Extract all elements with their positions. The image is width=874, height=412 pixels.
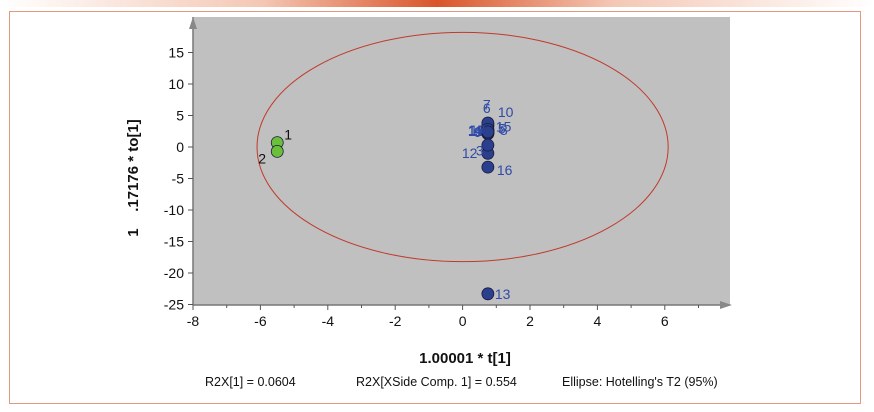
y-axis-title: 1 .17176 * to[1] xyxy=(125,119,142,237)
hotelling-ellipse xyxy=(256,31,669,263)
data-point-label: 4 xyxy=(474,123,482,139)
y-tick-label: 15 xyxy=(168,45,184,61)
y-axis-arrow-icon xyxy=(189,17,197,29)
data-point xyxy=(481,287,495,301)
figure-frame xyxy=(9,11,861,404)
y-tick-label: -20 xyxy=(164,265,184,281)
data-point-label: 7 xyxy=(483,96,491,112)
x-tick-label: 2 xyxy=(526,313,534,329)
x-tick-label: 6 xyxy=(661,313,669,329)
data-point-label: 6 xyxy=(483,100,491,116)
data-point-label: 1 xyxy=(284,127,292,143)
y-tick-label: 0 xyxy=(176,139,184,155)
x-tick-label: -8 xyxy=(187,313,200,329)
y-tick-label: 5 xyxy=(176,108,184,124)
data-point-label: 3 xyxy=(476,142,484,158)
y-tick-label: 10 xyxy=(168,76,184,92)
data-point xyxy=(270,145,284,158)
y-tick-label: -5 xyxy=(172,171,185,187)
data-point-label: 12 xyxy=(462,145,478,161)
x-tick-label: -2 xyxy=(389,313,402,329)
x-tick-label: -4 xyxy=(322,313,335,329)
data-point xyxy=(481,160,495,174)
data-point-label: 14 xyxy=(468,122,484,138)
data-point-label: 5 xyxy=(498,120,506,136)
data-point-label: 17 xyxy=(470,122,486,138)
data-point-label: 16 xyxy=(497,162,513,178)
x-axis-title: 1.00001 * t[1] xyxy=(419,350,511,367)
data-point-label: 15 xyxy=(496,118,512,134)
data-point xyxy=(481,125,495,139)
data-point-label: 2 xyxy=(258,150,266,166)
y-tick-label: -25 xyxy=(164,297,184,313)
data-point-label: 10 xyxy=(498,104,514,120)
x-tick-label: 4 xyxy=(594,313,602,329)
footer-r2x: R2X[1] = 0.0604 xyxy=(205,375,296,389)
data-point-label: 13 xyxy=(495,286,511,302)
data-point-label: 8 xyxy=(500,122,508,138)
y-tick-label: -15 xyxy=(164,234,184,250)
top-accent-bar xyxy=(0,0,874,7)
footer-r2x-side: R2X[XSide Comp. 1] = 0.554 xyxy=(356,375,517,389)
footer-ellipse: Ellipse: Hotelling's T2 (95%) xyxy=(562,375,718,389)
x-tick-label: 0 xyxy=(459,313,467,329)
data-point xyxy=(481,138,495,152)
x-axis-arrow-icon xyxy=(720,301,732,309)
data-point-label: 11 xyxy=(468,123,483,139)
y-tick-label: -10 xyxy=(164,202,184,218)
data-point-label: 9 xyxy=(474,124,482,140)
plot-background xyxy=(193,17,730,305)
x-tick-label: -6 xyxy=(254,313,267,329)
